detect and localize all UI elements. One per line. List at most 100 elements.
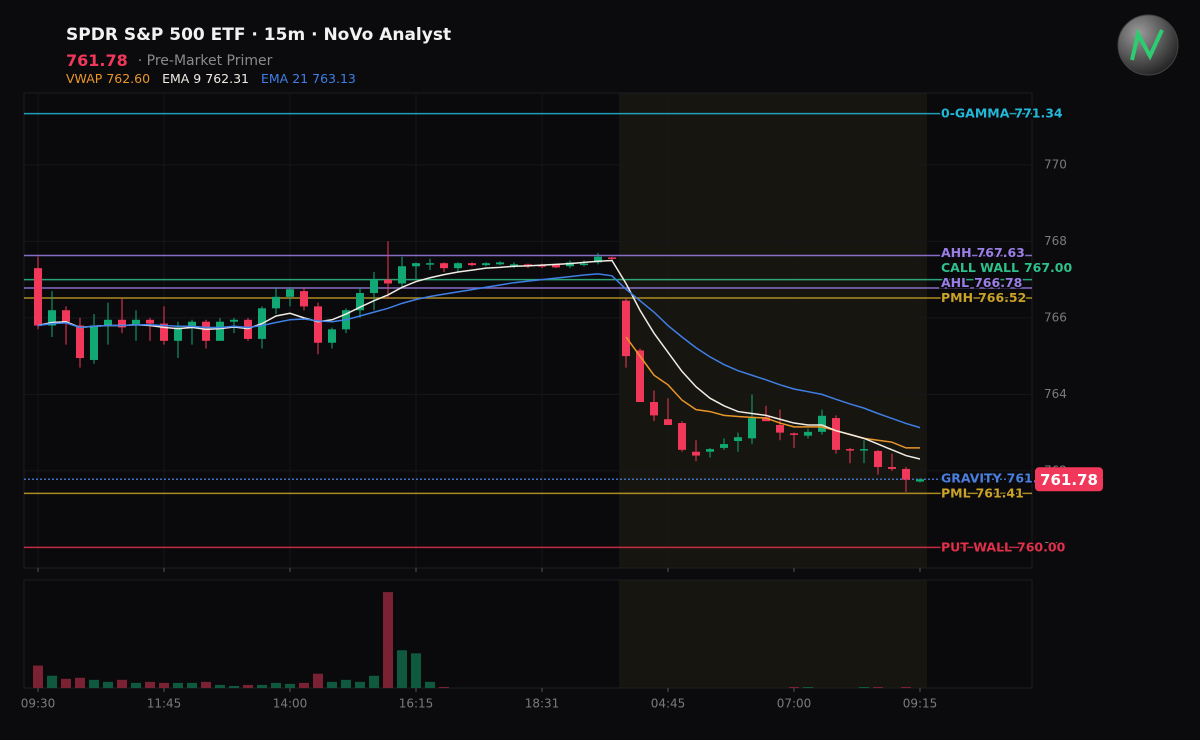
- candle-body: [594, 256, 602, 263]
- level-name: PMH: [941, 289, 973, 304]
- level-name: PUT WALL: [941, 539, 1012, 554]
- candle-body: [62, 310, 70, 322]
- chart-title: SPDR S&P 500 ETF · 15m · NoVo Analyst: [66, 25, 451, 45]
- candle-body: [622, 300, 630, 357]
- volume-bar: [439, 686, 449, 688]
- volume-bar: [397, 650, 407, 688]
- x-tick-label: 11:45: [147, 697, 182, 711]
- volume-bar: [271, 682, 281, 688]
- level-name: AHL: [941, 274, 969, 289]
- candle-body: [916, 479, 924, 482]
- level-value: 761.41: [976, 485, 1024, 500]
- volume-bar: [873, 686, 883, 688]
- candle-body: [48, 310, 56, 326]
- level-value: 766.78: [974, 274, 1022, 289]
- indicator-line: [37, 259, 921, 460]
- volume-bar: [75, 677, 85, 688]
- volume-bar: [299, 682, 309, 688]
- candle-body: [426, 263, 434, 265]
- level-value: 767.00: [1024, 259, 1073, 274]
- volume-bar: [89, 679, 99, 688]
- price-badge-label: 761.78: [1040, 471, 1098, 489]
- candle-body: [174, 327, 182, 341]
- indicator-line: [37, 273, 921, 429]
- candle-body: [34, 268, 42, 326]
- candle-body: [384, 279, 392, 284]
- volume-bar: [425, 681, 435, 688]
- legend-value: 763.13: [312, 71, 356, 86]
- volume-bar: [901, 686, 911, 688]
- volume-bar: [341, 679, 351, 688]
- candle-body: [552, 264, 560, 268]
- candle-body: [664, 419, 672, 425]
- candle-body: [188, 321, 196, 328]
- y-tick-label: 770: [1044, 157, 1067, 171]
- level-value: 766.52: [978, 289, 1026, 304]
- level-label: CALL WALL 767.00: [941, 259, 1073, 274]
- candle-body: [482, 263, 490, 266]
- candle-body: [272, 296, 280, 309]
- legend-name: VWAP: [66, 71, 103, 86]
- x-tick-label: 16:15: [399, 697, 434, 711]
- candle-body: [902, 468, 910, 480]
- session-shade: [619, 580, 927, 688]
- volume-bar: [383, 592, 393, 688]
- level-label: PMH 766.52: [941, 289, 1026, 304]
- candle-body: [524, 264, 532, 266]
- level-label: AHL 766.78: [941, 274, 1022, 289]
- candle-body: [734, 437, 742, 442]
- candle-body: [762, 417, 770, 422]
- candle-body: [398, 266, 406, 284]
- x-tick-label: 18:31: [525, 697, 560, 711]
- candle-body: [580, 263, 588, 266]
- candle-body: [146, 319, 154, 324]
- candle-body: [790, 433, 798, 435]
- level-label: PML 761.41: [941, 485, 1024, 500]
- candle-body: [468, 263, 476, 266]
- volume-bar: [803, 686, 813, 688]
- candle-body: [132, 319, 140, 326]
- candle-body: [776, 424, 784, 433]
- level-name: PML: [941, 485, 971, 500]
- volume-bar: [369, 675, 379, 688]
- candle-body: [608, 257, 616, 259]
- volume-bar: [355, 681, 365, 688]
- x-tick-label: 09:15: [903, 697, 938, 711]
- volume-bar: [173, 682, 183, 688]
- volume-bar: [411, 653, 421, 688]
- price-line: 761.78 · Pre-Market Primer: [66, 51, 273, 70]
- candle-body: [76, 325, 84, 359]
- subtitle: · Pre-Market Primer: [138, 53, 273, 69]
- candle-body: [706, 449, 714, 452]
- volume-bar: [257, 684, 267, 688]
- volume-bar: [159, 682, 169, 688]
- candle-body: [286, 289, 294, 297]
- level-label: AHH 767.63: [941, 244, 1025, 259]
- candle-body: [300, 291, 308, 307]
- candle-body: [216, 321, 224, 341]
- candle-body: [832, 418, 840, 450]
- legend-value: 762.60: [106, 71, 150, 86]
- candle-body: [440, 263, 448, 269]
- legend-name: EMA 9: [162, 71, 201, 86]
- candle-body: [496, 262, 504, 265]
- level-value: 760.00: [1017, 539, 1066, 554]
- indicator-line: [625, 336, 920, 449]
- candle-body: [748, 418, 756, 439]
- volume-bar: [327, 681, 337, 688]
- x-tick-label: 09:30: [21, 697, 56, 711]
- volume-bar: [145, 681, 155, 688]
- candle-body: [510, 264, 518, 266]
- candle-body: [356, 293, 364, 311]
- candle-body: [202, 321, 210, 341]
- candle-body: [860, 449, 868, 451]
- candle-body: [818, 415, 826, 432]
- y-tick-label: 764: [1044, 387, 1067, 401]
- level-name: 0-GAMMA: [941, 105, 1010, 120]
- volume-bar: [229, 685, 239, 688]
- volume-bar: [47, 675, 57, 688]
- logo-circle: [1117, 14, 1179, 76]
- logo-mark: [1130, 28, 1164, 61]
